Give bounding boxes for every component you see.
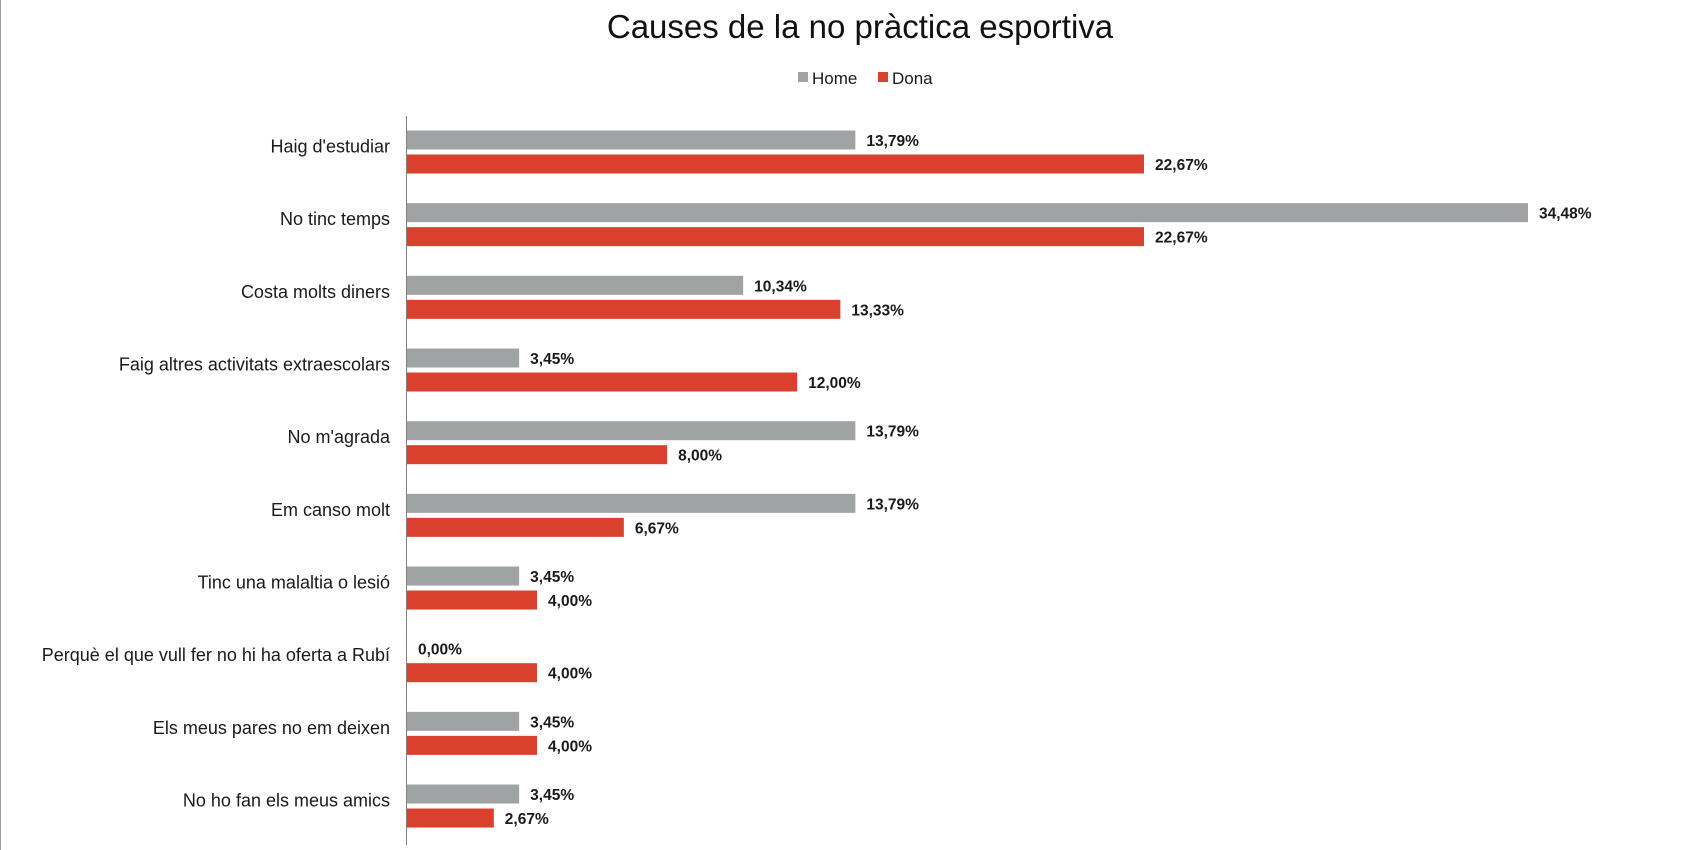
data-label-home: 13,79%	[866, 424, 919, 441]
legend-label-home: Home	[812, 69, 857, 88]
bar-dona	[407, 372, 798, 392]
bar-home	[407, 130, 856, 150]
category-label: Tinc una malaltia o lesió	[198, 573, 390, 593]
data-label-dona: 22,67%	[1155, 157, 1208, 174]
data-label-dona: 8,00%	[678, 448, 722, 465]
category-label: No tinc temps	[280, 209, 390, 229]
bar-dona	[407, 590, 538, 610]
bar-dona	[407, 735, 538, 755]
bar-home	[407, 711, 520, 731]
data-label-home: 34,48%	[1539, 206, 1592, 223]
chart-legend: Home Dona	[798, 69, 933, 88]
bar-home	[407, 784, 520, 804]
data-label-dona: 4,00%	[548, 593, 592, 610]
data-label-dona: 22,67%	[1155, 230, 1208, 247]
category-label: Perquè el que vull fer no hi ha oferta a…	[42, 645, 390, 665]
data-label-home: 3,45%	[530, 787, 574, 804]
data-label-dona: 2,67%	[505, 811, 549, 828]
bar-home	[407, 275, 744, 295]
data-label-dona: 4,00%	[548, 738, 592, 755]
bar-home	[407, 348, 520, 368]
category-label: Haig d'estudiar	[270, 137, 390, 157]
frame-left-border	[0, 0, 1, 850]
category-label: Em canso molt	[271, 500, 390, 520]
data-label-home: 3,45%	[530, 569, 574, 586]
data-label-dona: 6,67%	[635, 520, 679, 537]
data-label-home: 3,45%	[530, 351, 574, 368]
data-label-dona: 13,33%	[851, 302, 904, 319]
category-labels: Haig d'estudiar No tinc temps Costa molts …	[42, 137, 391, 811]
bar-dona	[407, 154, 1145, 174]
legend-label-dona: Dona	[892, 69, 933, 88]
bar-dona	[407, 663, 538, 683]
data-label-home: 0,00%	[418, 642, 462, 659]
category-label: Faig altres activitats extraescolars	[119, 355, 390, 375]
data-label-dona: 12,00%	[808, 375, 861, 392]
legend-swatch-dona	[878, 72, 888, 82]
bar-home	[407, 203, 1528, 223]
bar-dona	[407, 808, 494, 828]
bar-home	[407, 566, 520, 586]
bar-dona	[407, 445, 668, 465]
data-label-home: 13,79%	[866, 496, 919, 513]
chart-title: Causes de la no pràctica esportiva	[607, 8, 1114, 45]
data-label-home: 13,79%	[866, 133, 919, 150]
bar-dona	[407, 517, 624, 537]
bars-group	[407, 130, 1528, 828]
bar-dona	[407, 227, 1145, 247]
category-label: Costa molts diners	[241, 282, 390, 302]
bar-home	[407, 421, 856, 441]
category-label: No ho fan els meus amics	[183, 791, 390, 811]
bar-home	[407, 493, 856, 513]
data-label-home: 3,45%	[530, 714, 574, 731]
legend-swatch-home	[798, 72, 808, 82]
category-label: Els meus pares no em deixen	[153, 718, 390, 738]
data-label-dona: 4,00%	[548, 666, 592, 683]
category-label: No m'agrada	[288, 427, 391, 447]
value-labels: 13,79% 22,67% 34,48% 22,67% 10,34% 13,33% 3,45…	[418, 133, 1592, 828]
data-label-home: 10,34%	[754, 278, 807, 295]
bar-dona	[407, 299, 841, 319]
